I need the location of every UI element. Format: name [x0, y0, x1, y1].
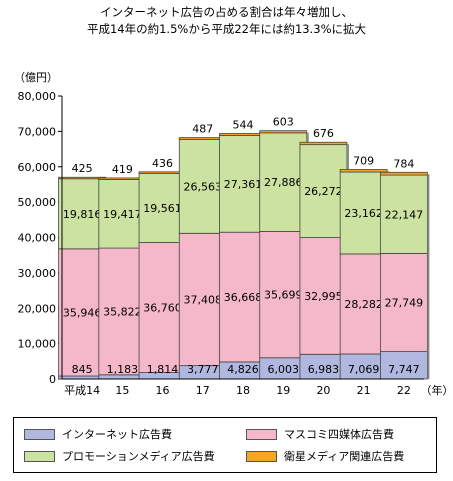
data-label-internet: 845: [72, 363, 93, 376]
data-label-satellite-media: 676: [313, 127, 334, 140]
data-label-promotion-media: 22,147: [385, 208, 424, 221]
data-label-satellite-media: 784: [393, 157, 414, 170]
bar-segment-satellite-media: [259, 130, 308, 134]
y-tick-label-6: 60,000: [18, 161, 57, 174]
data-label-internet: 7,069: [348, 363, 380, 376]
y-axis-unit-label: （億円）: [14, 71, 58, 84]
data-label-internet: 3,777: [187, 363, 219, 376]
legend-swatch-promotion-media: [24, 451, 55, 462]
y-tick-label-7: 70,000: [18, 125, 57, 138]
y-tick-label-1: 10,000: [18, 338, 57, 351]
data-label-internet: 6,983: [308, 363, 340, 376]
data-label-satellite-media: 419: [112, 163, 133, 176]
data-label-promotion-media: 27,886: [264, 176, 303, 189]
legend-label-internet: インターネット広告費: [62, 428, 172, 441]
y-tick-label-0: 0: [49, 373, 56, 386]
x-tick-label: 18: [236, 384, 250, 397]
chart-title-line2: 平成14年の約1.5%から平成22年には約13.3%に拡大: [86, 22, 366, 36]
data-label-promotion-media: 23,162: [344, 207, 383, 220]
legend-label-mass-media: マスコミ四媒体広告費: [284, 428, 394, 441]
y-tick-label-3: 30,000: [18, 267, 57, 280]
bar-segment-promotion-media: [339, 171, 388, 255]
data-label-promotion-media: 19,561: [143, 202, 182, 215]
bar-segment-internet: [299, 353, 348, 380]
data-label-satellite-media: 709: [353, 155, 374, 168]
data-label-mass-media: 35,822: [103, 305, 142, 318]
data-label-internet: 4,826: [227, 363, 259, 376]
data-label-promotion-media: 27,361: [224, 178, 263, 191]
legend-label-satellite-media: 衛星メディア関連広告費: [284, 450, 405, 463]
bar-segment-mass-media: [98, 247, 147, 376]
data-label-internet: 7,747: [388, 363, 420, 376]
data-label-mass-media: 37,408: [184, 293, 223, 306]
x-axis-unit-label: （年）: [421, 383, 453, 397]
bar-segment-mass-media: [219, 231, 267, 363]
stacked-bar-chart: （億円） 0 10,000 20,000 30,000 40,000 50,000 60,00…: [14, 71, 453, 397]
x-tick-label: 19: [276, 384, 290, 397]
x-tick-label: 17: [196, 384, 210, 397]
data-label-promotion-media: 26,272: [304, 185, 343, 198]
legend-swatch-satellite-media: [246, 451, 277, 462]
bar-segment-promotion-media: [219, 135, 267, 233]
data-label-internet: 1,814: [147, 363, 179, 376]
x-tick-label: 21: [357, 384, 371, 397]
bar-segment-satellite-media: [379, 171, 428, 176]
data-label-mass-media: 35,699: [264, 289, 303, 302]
data-label-satellite-media: 603: [273, 116, 294, 129]
data-label-mass-media: 27,749: [385, 297, 424, 310]
bar-segment-mass-media: [339, 253, 388, 355]
data-label-mass-media: 35,946: [63, 306, 102, 319]
bar-segment-internet: [339, 353, 388, 380]
data-label-mass-media: 32,995: [304, 290, 343, 303]
bar-shadow: [427, 174, 430, 379]
x-tick-label: 平成14: [64, 384, 100, 397]
bar-segment-promotion-media: [98, 179, 147, 249]
data-label-internet: 6,003: [267, 363, 299, 376]
y-tick-label-4: 40,000: [18, 232, 57, 245]
legend-label-promotion-media: プロモーションメディア広告費: [62, 450, 215, 463]
bar-segment-promotion-media: [299, 144, 348, 238]
data-label-mass-media: 28,282: [344, 298, 383, 311]
x-tick-label: 22: [397, 384, 411, 397]
data-label-satellite-media: 425: [72, 162, 93, 175]
y-tick-label-2: 20,000: [18, 302, 57, 315]
data-label-satellite-media: 487: [192, 123, 213, 136]
legend-swatch-internet: [24, 429, 55, 440]
x-tick-label: 16: [156, 384, 170, 397]
data-label-internet: 1,183: [107, 363, 139, 376]
y-tick-label-5: 50,000: [18, 196, 57, 209]
y-tick-label-8: 80,000: [18, 90, 57, 103]
legend: インターネット広告費 マスコミ四媒体広告費 プロモーションメディア広告費 衛星メ…: [13, 417, 437, 473]
chart-title-line1: インターネット広告の占める割合は年々増加し、: [100, 5, 353, 19]
data-label-promotion-media: 19,417: [103, 208, 142, 221]
data-label-mass-media: 36,760: [143, 302, 182, 315]
x-tick-label: 15: [115, 384, 129, 397]
data-label-satellite-media: 436: [152, 157, 173, 170]
data-label-satellite-media: 544: [233, 119, 254, 132]
chart-title: インターネット広告の占める割合は年々増加し、 平成14年の約1.5%から平成22…: [0, 4, 453, 38]
legend-swatch-mass-media: [246, 429, 277, 440]
data-label-promotion-media: 19,816: [63, 208, 102, 221]
data-label-promotion-media: 26,563: [184, 180, 223, 193]
data-label-mass-media: 36,668: [224, 291, 263, 304]
bar-segment-promotion-media: [379, 174, 428, 254]
bar-segment-mass-media: [299, 237, 348, 355]
bar-segment-satellite-media: [299, 141, 348, 146]
x-tick-label: 20: [316, 384, 330, 397]
bar-segment-mass-media: [138, 242, 187, 373]
bar-segment-satellite-media: [339, 169, 388, 173]
